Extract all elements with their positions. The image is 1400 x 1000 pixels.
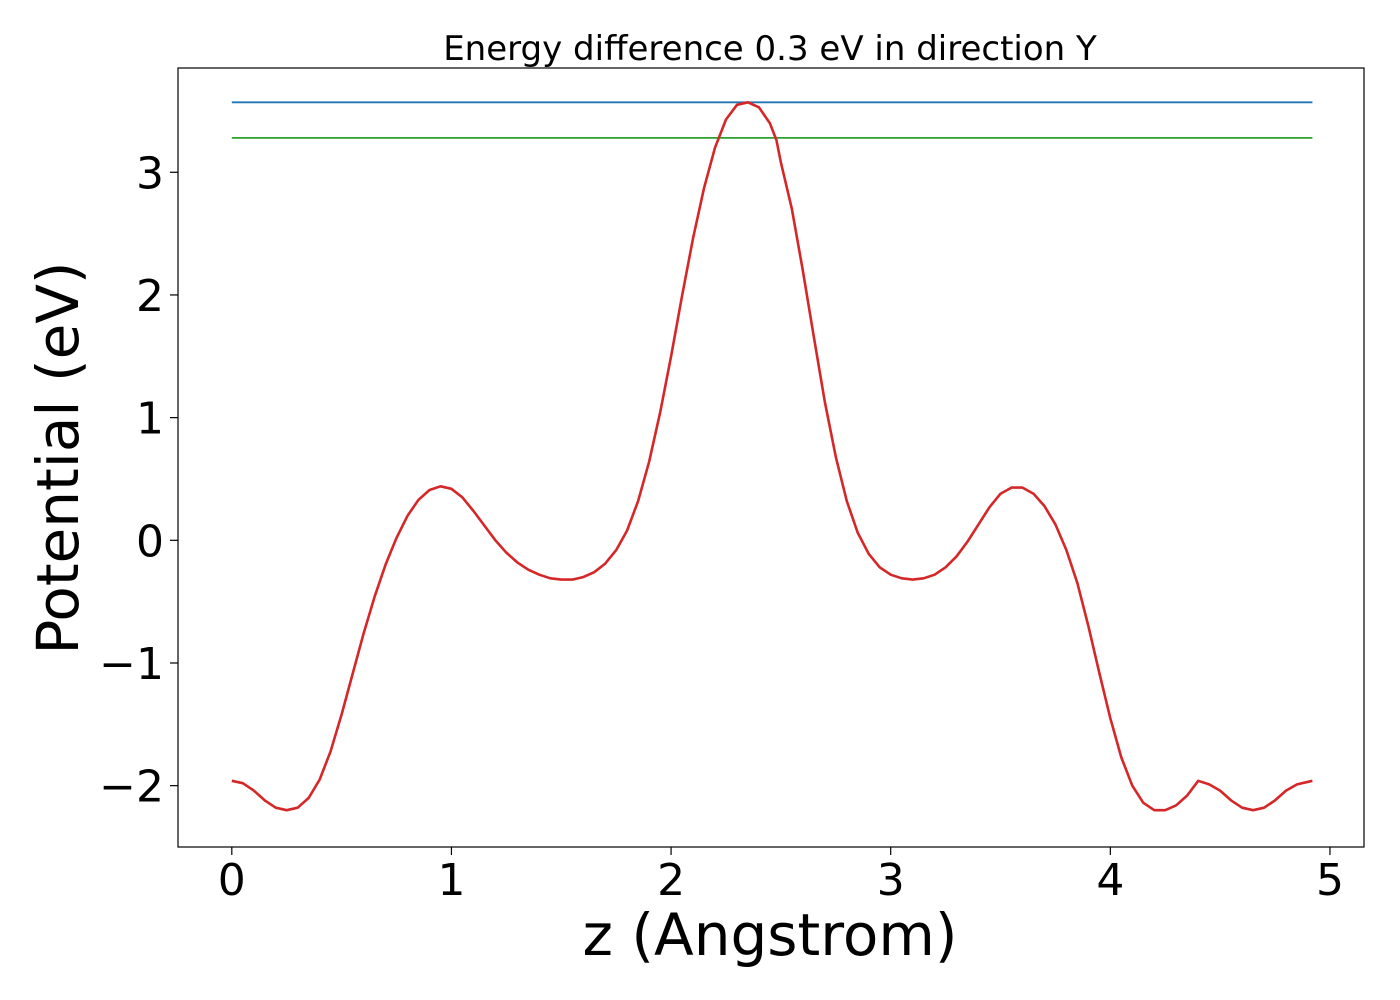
x-tick-label: 2 — [657, 855, 685, 906]
y-tick-label: 2 — [136, 271, 164, 322]
x-tick-label: 0 — [218, 855, 246, 906]
y-tick-label: −1 — [99, 639, 164, 690]
x-axis-label: z (Angstrom) — [583, 901, 958, 969]
x-axis: 0 1 2 3 4 5 — [218, 847, 1344, 906]
chart-title: Energy difference 0.3 eV in direction Y — [443, 29, 1097, 69]
y-tick-label: 1 — [136, 394, 164, 445]
y-axis: −2 −1 0 1 2 3 — [99, 148, 178, 813]
x-tick-label: 4 — [1096, 855, 1124, 906]
series-layer — [231, 101, 1313, 812]
y-tick-label: −2 — [99, 762, 164, 813]
x-tick-label: 5 — [1316, 855, 1344, 906]
x-tick-label: 1 — [437, 855, 465, 906]
x-tick-label: 3 — [877, 855, 905, 906]
series-potential-curve — [231, 101, 1313, 812]
y-tick-label: 3 — [136, 148, 164, 199]
y-axis-label: Potential (eV) — [24, 261, 92, 654]
y-tick-label: 0 — [136, 516, 164, 567]
plot-frame — [177, 67, 1365, 848]
